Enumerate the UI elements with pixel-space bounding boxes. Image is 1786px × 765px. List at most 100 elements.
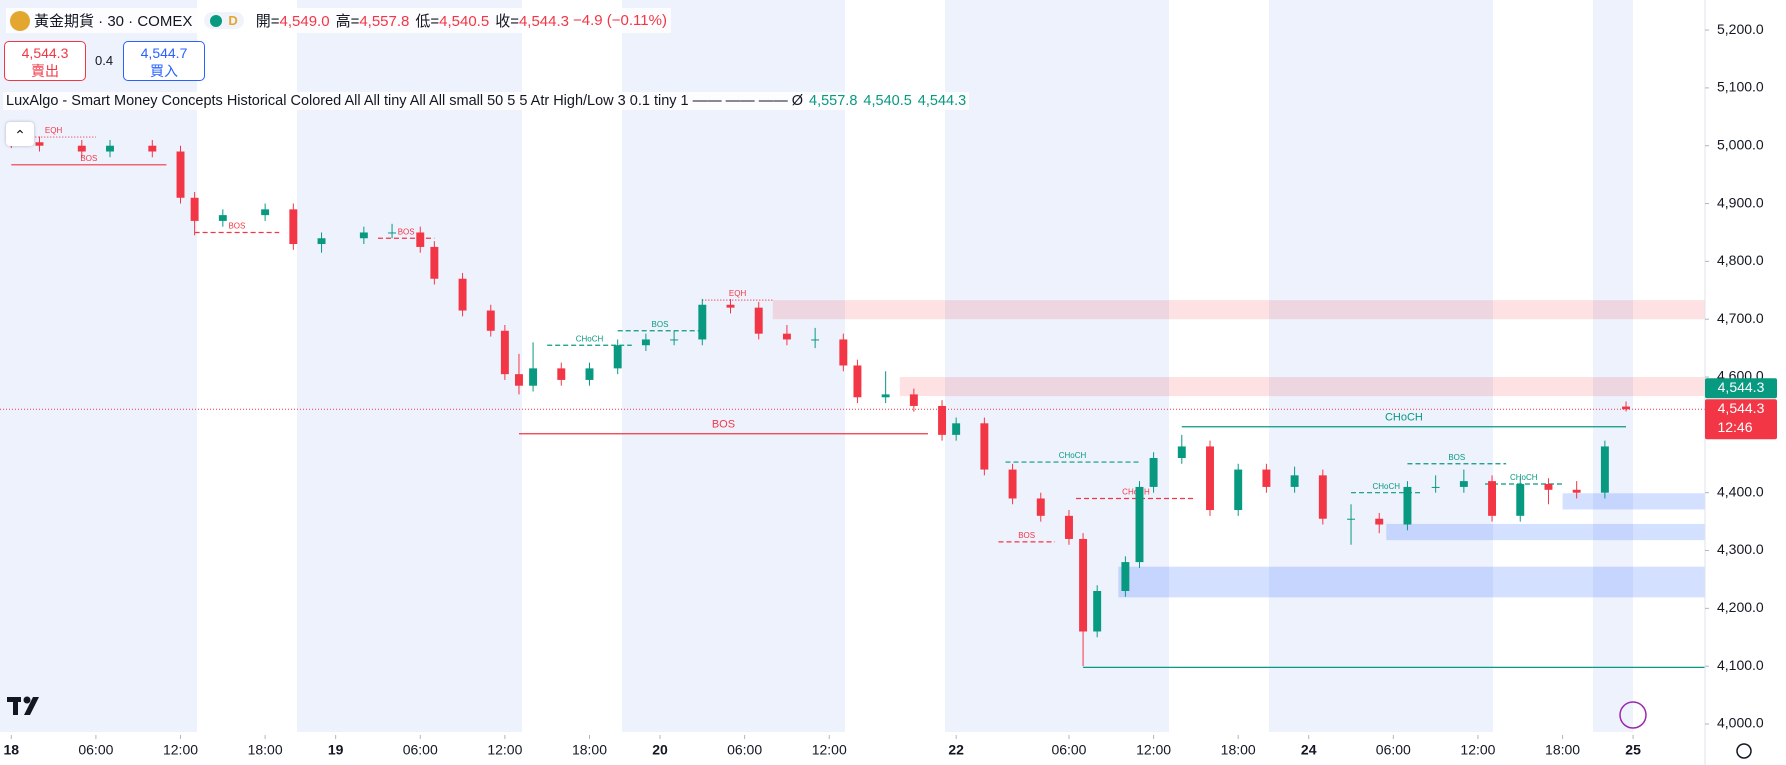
candle-body	[557, 368, 566, 380]
candle-body	[1403, 486, 1412, 525]
y-tick-label: 4,800.0	[1717, 252, 1764, 268]
candle-body	[1318, 475, 1327, 519]
structure-label: CHoCH	[1059, 451, 1087, 460]
candle-body	[289, 209, 298, 245]
indicator-value: 4,557.8	[809, 93, 858, 109]
x-tick-label: 06:00	[1376, 742, 1411, 758]
candle-body	[218, 215, 227, 221]
price-tag-label: 4,544.3	[1718, 379, 1765, 395]
candle-body	[1135, 486, 1144, 563]
buy-button[interactable]: 4,544.7 買入	[123, 41, 205, 81]
buy-price: 4,544.7	[140, 45, 188, 61]
candle-body	[754, 307, 763, 334]
indicator-name[interactable]: LuxAlgo - Smart Money Concepts Historica…	[6, 93, 804, 109]
x-tick-label: 18:00	[572, 742, 607, 758]
session-band	[945, 0, 1169, 732]
y-tick-label: 4,000.0	[1717, 715, 1764, 731]
structure-label: BOS	[398, 227, 415, 236]
x-tick-label: 12:00	[812, 742, 847, 758]
candle-body	[529, 368, 538, 386]
ohlc-key: 低=	[415, 13, 440, 30]
candle-body	[1149, 458, 1158, 487]
candle-body	[1622, 406, 1630, 410]
candle-body	[952, 423, 961, 435]
x-tick-label: 06:00	[727, 742, 762, 758]
tv-logo	[7, 696, 39, 715]
buy-label: 買入	[150, 63, 178, 79]
candle-body	[1093, 591, 1102, 632]
collapse-button[interactable]: ⌃	[6, 122, 34, 146]
x-tick-label: 06:00	[403, 742, 438, 758]
symbol-header: 黃金期貨 · 30 · COMEX D 開=4,549.0 高=4,557.8 低=…	[6, 8, 671, 33]
sell-label: 賣出	[31, 63, 59, 79]
settings-icon[interactable]	[1736, 743, 1752, 759]
candle-body	[853, 365, 862, 398]
sell-price: 4,544.3	[21, 45, 69, 61]
indicator-legend: LuxAlgo - Smart Money Concepts Historica…	[3, 92, 970, 110]
candle-body	[641, 339, 650, 346]
order-block	[1386, 523, 1705, 541]
candle-body	[35, 142, 44, 146]
x-tick-label: 25	[1625, 742, 1641, 758]
y-tick-label: 4,300.0	[1717, 541, 1764, 557]
session-band	[1269, 0, 1493, 732]
indicator-value: 4,540.5	[863, 93, 912, 109]
candle-body	[148, 145, 157, 152]
sell-button[interactable]: 4,544.3 賣出	[4, 41, 86, 81]
plot: BOS EQH BOS BOS CHoCH BOS EQH BOS CHoCH CHoCH BOS C…	[0, 126, 1705, 668]
x-tick-label: 18:00	[1545, 742, 1580, 758]
candle-body	[1488, 481, 1497, 516]
alert-icon[interactable]	[1619, 701, 1647, 729]
structure-label: EQH	[45, 126, 63, 135]
session-band	[1593, 0, 1633, 732]
candle-body	[430, 246, 439, 279]
price-tag	[1705, 399, 1777, 440]
x-tick-label: 12:00	[163, 742, 198, 758]
structure-label: BOS	[1448, 453, 1465, 462]
ohlc-value: 4,544.3	[518, 13, 569, 30]
x-tick-label: 06:00	[78, 742, 113, 758]
ohlc-key: 開=	[255, 13, 280, 30]
candle-body	[317, 238, 326, 245]
candle-body	[359, 232, 368, 239]
candle-body	[1234, 469, 1243, 511]
candle-body	[416, 232, 425, 247]
structure-label: CHoCH	[576, 334, 604, 343]
price-tag	[1705, 378, 1777, 399]
candle-body	[1600, 446, 1609, 493]
status-badge: D	[204, 12, 244, 29]
x-tick-label: 20	[652, 742, 668, 758]
structure-label: CHoCH	[1373, 482, 1401, 491]
x-tick-label: 18:00	[1221, 742, 1256, 758]
x-tick-label: 19	[328, 742, 344, 758]
y-tick-label: 4,700.0	[1717, 310, 1764, 326]
price-tag-label: 4,544.3	[1718, 400, 1765, 416]
candle-body	[881, 394, 890, 398]
session-band	[0, 0, 197, 732]
ohlc-value: 4,540.5	[439, 13, 490, 30]
structure-label: BOS	[1018, 531, 1035, 540]
order-block	[772, 300, 1705, 320]
indicator-value: 4,544.3	[917, 93, 967, 109]
candle-body	[839, 339, 848, 366]
structure-label: BOS	[652, 320, 669, 329]
symbol[interactable]: 黃金期貨 · 30 · COMEX	[34, 13, 193, 30]
candle-body	[938, 405, 947, 435]
structure-label: CHoCH	[1385, 412, 1423, 424]
candle-body	[190, 197, 199, 221]
candle-body	[726, 304, 735, 308]
candle-body	[1347, 518, 1355, 520]
y-tick-label: 4,900.0	[1717, 194, 1764, 210]
session-band	[622, 0, 845, 732]
candle-body	[1431, 486, 1440, 488]
candle-body	[388, 232, 397, 234]
ohlc-item: 低=4,540.5	[415, 10, 489, 31]
y-tick-label: 4,400.0	[1717, 483, 1764, 499]
structure-label: EQH	[729, 289, 747, 298]
candle-body	[1079, 538, 1088, 632]
candle-body	[176, 151, 185, 198]
y-tick-label: 4,100.0	[1717, 657, 1764, 673]
candle-body	[811, 339, 820, 341]
candle-body	[980, 423, 989, 470]
structure-label: CHoCH	[1510, 473, 1538, 482]
